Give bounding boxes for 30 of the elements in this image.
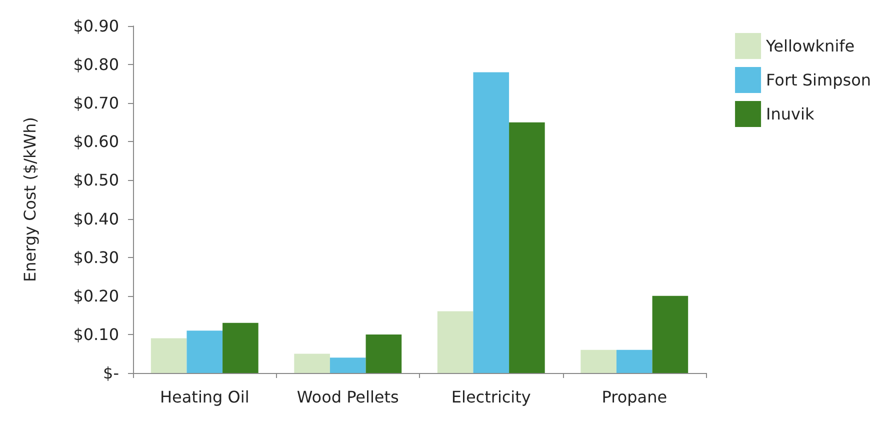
x-tick-label: Wood Pellets (296, 388, 399, 406)
y-tick-label: $0.70 (73, 94, 119, 113)
bar (294, 354, 330, 373)
x-tick-label: Propane (602, 388, 668, 406)
bar (222, 322, 258, 373)
y-tick-label: $0.80 (73, 55, 119, 74)
bar (437, 311, 474, 373)
y-tick-label: $0.50 (73, 170, 119, 190)
legend-label: Fort Simpson (766, 70, 871, 90)
bar (580, 350, 616, 373)
y-tick-label: $0.20 (73, 286, 119, 306)
y-tick-label: $0.30 (73, 248, 119, 267)
x-tick-label: Heating Oil (160, 388, 250, 406)
x-tick-label: Electricity (451, 388, 531, 406)
y-tick-label: $0.10 (73, 324, 119, 344)
legend-label: Inuvik (766, 104, 815, 124)
bar (186, 330, 223, 373)
bar (366, 334, 402, 373)
bar (473, 72, 510, 373)
y-tick-label: $0.90 (73, 16, 119, 36)
y-tick-label: $0.60 (73, 132, 119, 152)
bar (652, 296, 688, 373)
legend-label: Yellowknife (765, 36, 855, 56)
bar (330, 358, 366, 373)
y-tick-label: $0.40 (73, 209, 119, 228)
bar (509, 122, 545, 373)
y-axis-title: Energy Cost ($/kWh) (20, 116, 40, 282)
bar (616, 350, 652, 373)
y-tick-label: $- (103, 364, 119, 382)
bar (150, 338, 187, 373)
